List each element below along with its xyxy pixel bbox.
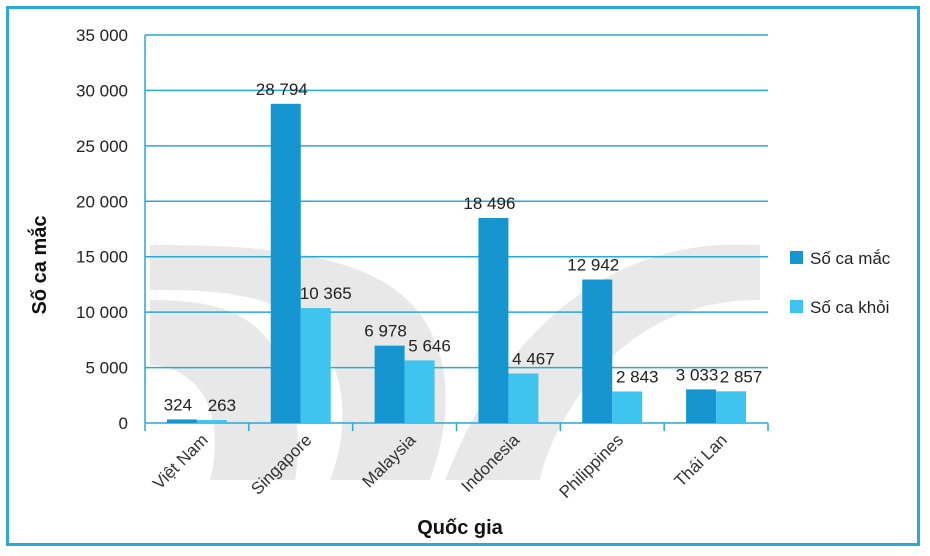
data-label-series-2: 10 365 bbox=[300, 284, 352, 303]
data-label-series-1: 18 496 bbox=[463, 194, 515, 213]
legend: Số ca mắc Số ca khỏi bbox=[790, 249, 891, 317]
data-label-series-1: 28 794 bbox=[256, 80, 308, 99]
y-tick-label: 5 000 bbox=[85, 359, 128, 378]
legend-swatch-series-2 bbox=[790, 300, 803, 313]
data-label-series-1: 12 942 bbox=[567, 256, 619, 275]
y-tick-label: 25 000 bbox=[76, 137, 128, 156]
data-label-series-1: 3 033 bbox=[676, 365, 719, 384]
bar-series-2 bbox=[508, 373, 539, 423]
bar-series-2 bbox=[404, 360, 435, 423]
chart-frame bbox=[6, 6, 920, 546]
y-axis-ticks: 0 5 000 10 000 15 000 20 000 25 000 30 000 35 0… bbox=[76, 26, 128, 433]
bar-series-2 bbox=[300, 308, 331, 423]
x-axis-title: Quốc gia bbox=[417, 517, 503, 539]
data-label-series-2: 2 843 bbox=[616, 367, 659, 386]
gridlines bbox=[144, 34, 769, 431]
data-label-series-1: 6 978 bbox=[364, 322, 407, 341]
legend-label-series-1: Số ca mắc bbox=[810, 249, 891, 268]
y-tick-label: 15 000 bbox=[76, 248, 128, 267]
x-category-label: Việt Nam bbox=[149, 430, 212, 493]
y-tick-label: 35 000 bbox=[76, 26, 128, 45]
data-label-series-1: 324 bbox=[164, 395, 192, 414]
data-label-series-2: 263 bbox=[208, 396, 236, 415]
x-category-label: Thái Lan bbox=[671, 430, 731, 490]
y-tick-label: 0 bbox=[119, 414, 128, 433]
bar-series-2 bbox=[612, 391, 643, 423]
bars bbox=[166, 103, 747, 423]
data-label-series-2: 4 467 bbox=[512, 349, 555, 368]
y-tick-label: 30 000 bbox=[76, 81, 128, 100]
bar-series-1 bbox=[270, 103, 301, 423]
bar-series-1 bbox=[374, 345, 405, 423]
data-label-series-2: 2 857 bbox=[720, 367, 763, 386]
bar-series-2 bbox=[196, 420, 227, 423]
bar-series-2 bbox=[716, 391, 747, 423]
legend-swatch-series-1 bbox=[790, 251, 803, 264]
bar-series-1 bbox=[686, 389, 717, 423]
watermark-logo bbox=[150, 244, 760, 480]
bar-series-1 bbox=[166, 419, 197, 423]
y-tick-label: 10 000 bbox=[76, 303, 128, 322]
y-axis-title: Số ca mắc bbox=[27, 216, 51, 315]
data-label-series-2: 5 646 bbox=[408, 336, 451, 355]
x-category-label: Philippines bbox=[555, 430, 627, 502]
legend-label-series-2: Số ca khỏi bbox=[810, 298, 889, 317]
bar-series-1 bbox=[478, 217, 509, 423]
bar-series-1 bbox=[582, 279, 613, 423]
y-tick-label: 20 000 bbox=[76, 192, 128, 211]
